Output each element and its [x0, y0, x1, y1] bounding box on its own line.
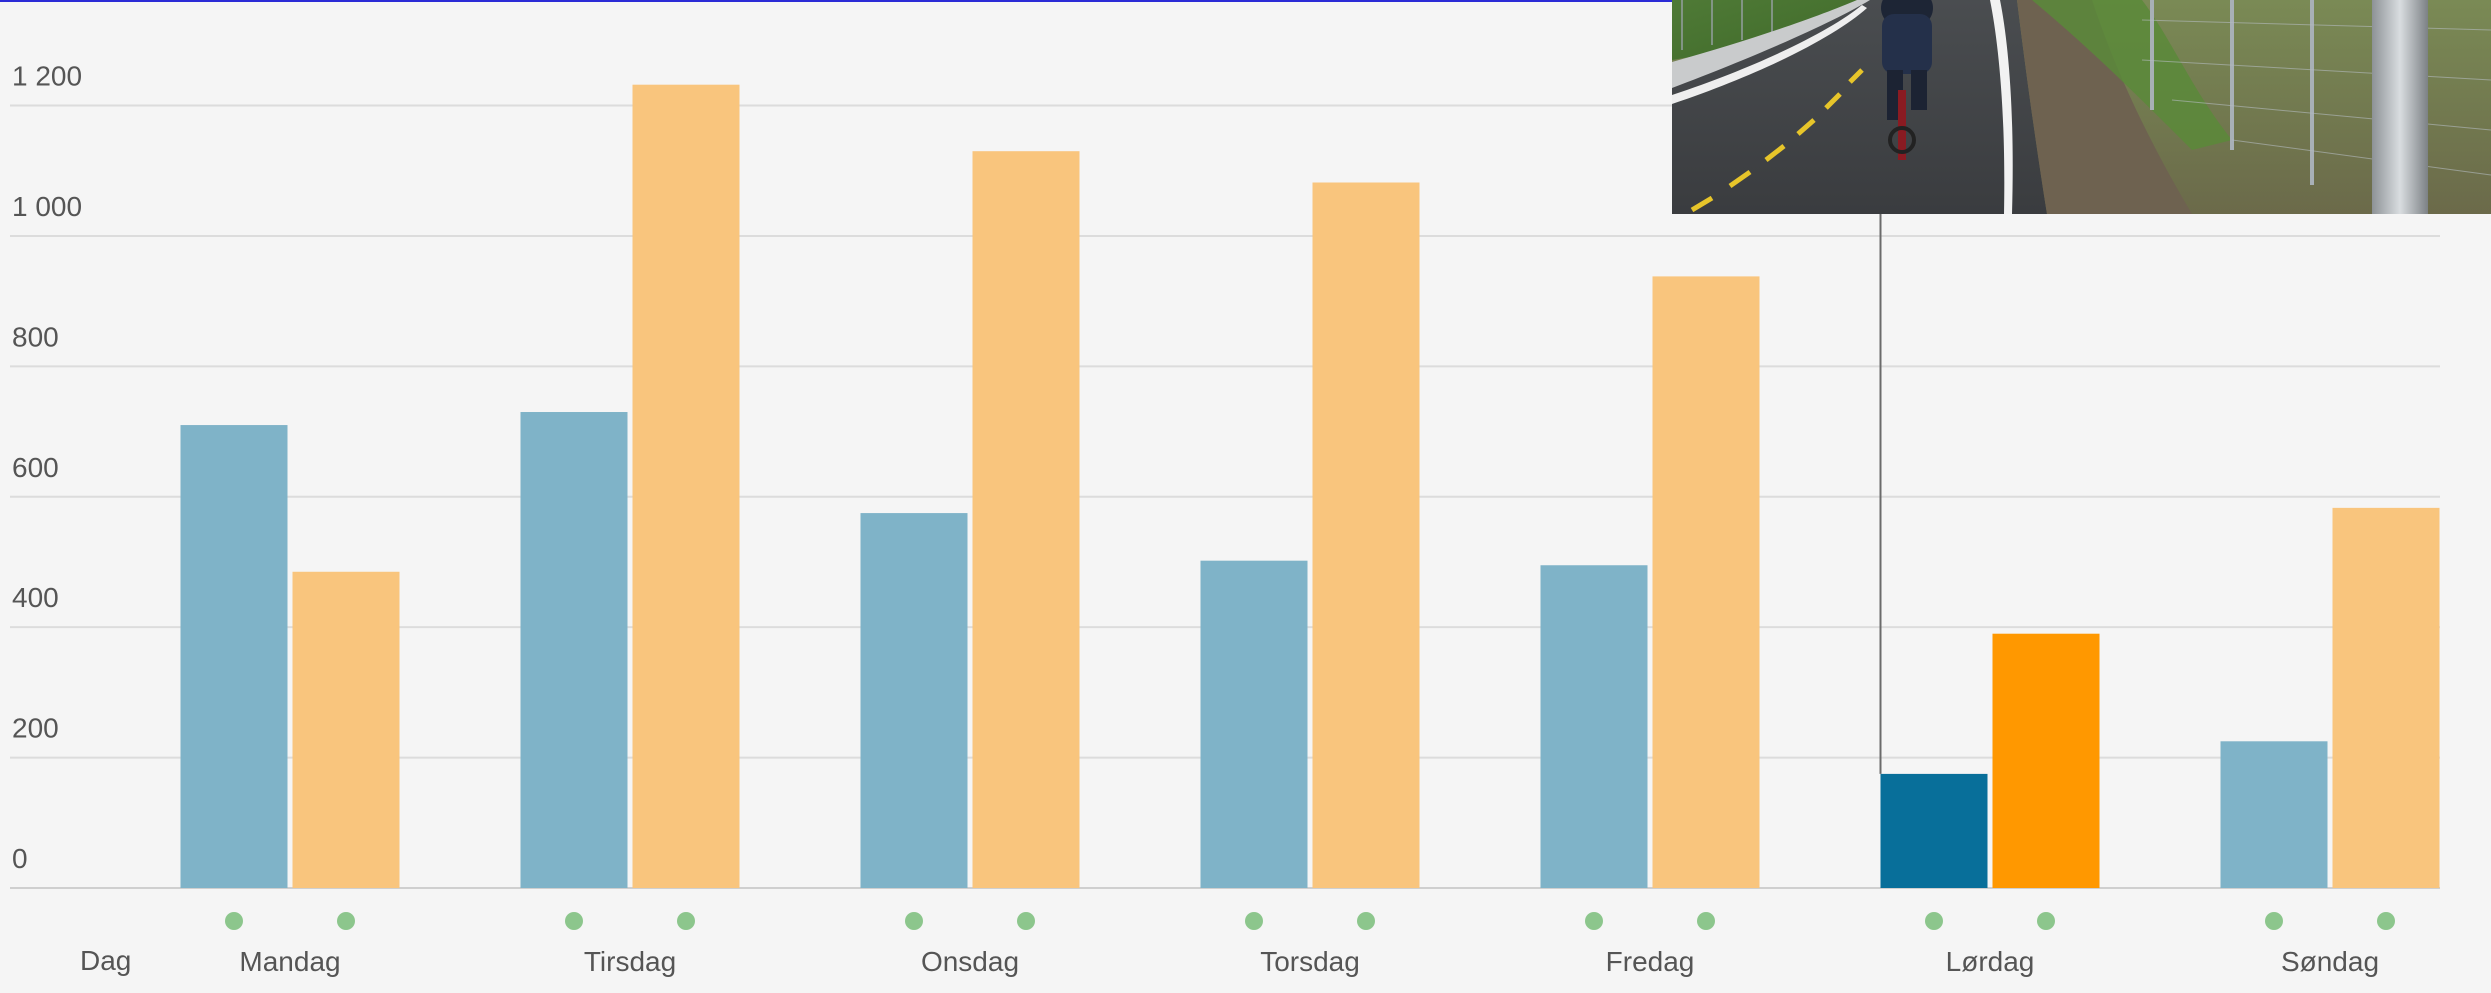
marker-dot-lørdag-1: [1925, 912, 1943, 930]
bar-fredag-series-2[interactable]: [1652, 276, 1760, 888]
y-tick-label-1200: 1 200: [12, 61, 82, 92]
bar-torsdag-series-2[interactable]: [1312, 182, 1420, 889]
marker-dot-torsdag-1: [1245, 912, 1263, 930]
marker-dot-mandag-2: [337, 912, 355, 930]
marker-dot-lørdag-2: [2037, 912, 2055, 930]
marker-dot-søndag-1: [2265, 912, 2283, 930]
marker-dot-onsdag-1: [905, 912, 923, 930]
y-tick-label-200: 200: [12, 713, 59, 744]
bar-mandag-series-2[interactable]: [292, 571, 400, 888]
bar-søndag-series-2[interactable]: [2332, 507, 2440, 888]
x-tick-label-lørdag: Lørdag: [1946, 946, 2035, 977]
cyclist-icon: [1881, 0, 1933, 160]
x-tick-label-søndag: Søndag: [2281, 946, 2379, 977]
bars: [180, 84, 2440, 889]
y-tick-label-0: 0: [12, 843, 28, 874]
x-tick-label-torsdag: Torsdag: [1260, 946, 1360, 977]
x-tick-label-tirsdag: Tirsdag: [584, 946, 676, 977]
y-tick-label-400: 400: [12, 582, 59, 613]
x-tick-label-fredag: Fredag: [1606, 946, 1695, 977]
x-tick-label-mandag: Mandag: [239, 946, 340, 977]
x-tick-label-onsdag: Onsdag: [921, 946, 1019, 977]
bar-mandag-series-1[interactable]: [180, 425, 288, 888]
bar-onsdag-series-2[interactable]: [972, 151, 1080, 888]
marker-dot-fredag-1: [1585, 912, 1603, 930]
y-tick-label-800: 800: [12, 321, 59, 352]
y-axis-ticks: 0 200 400 600 800 1 000 1 200: [12, 61, 82, 874]
marker-dot-søndag-2: [2377, 912, 2395, 930]
x-axis-title: Dag: [80, 945, 131, 976]
cyclist-on-bike-path-photo: [1672, 0, 2491, 214]
top-border-line: [0, 0, 2491, 2]
marker-dot-tirsdag-2: [677, 912, 695, 930]
bar-tirsdag-series-2[interactable]: [632, 84, 740, 889]
y-tick-label-1000: 1 000: [12, 191, 82, 222]
x-axis-labels: Dag Mandag Tirsdag Onsdag Torsdag Fredag Lørd…: [80, 945, 2379, 977]
marker-dot-onsdag-2: [1017, 912, 1035, 930]
bar-torsdag-series-1[interactable]: [1200, 560, 1308, 888]
marker-dot-mandag-1: [225, 912, 243, 930]
category-markers: [225, 912, 2395, 930]
bar-lørdag-series-2[interactable]: [1992, 633, 2100, 888]
bar-onsdag-series-1[interactable]: [860, 513, 968, 888]
bar-søndag-series-1[interactable]: [2220, 741, 2328, 888]
y-tick-label-600: 600: [12, 452, 59, 483]
bar-fredag-series-1[interactable]: [1540, 565, 1648, 888]
bar-tirsdag-series-1[interactable]: [520, 412, 628, 888]
bar-lørdag-series-1[interactable]: [1880, 773, 1988, 888]
marker-dot-torsdag-2: [1357, 912, 1375, 930]
marker-dot-tirsdag-1: [565, 912, 583, 930]
marker-dot-fredag-2: [1697, 912, 1715, 930]
